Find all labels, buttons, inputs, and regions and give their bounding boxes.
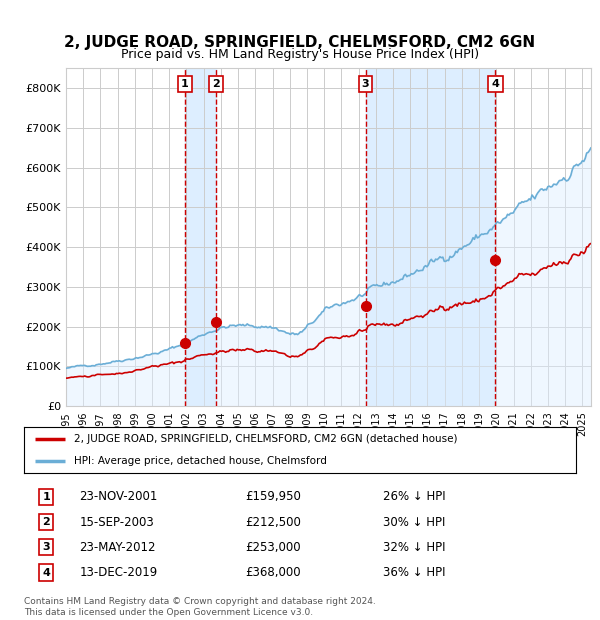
- Text: £368,000: £368,000: [245, 566, 301, 579]
- Text: 3: 3: [42, 542, 50, 552]
- Text: 2: 2: [212, 79, 220, 89]
- Text: 13-DEC-2019: 13-DEC-2019: [79, 566, 157, 579]
- Text: £159,950: £159,950: [245, 490, 301, 503]
- Text: 26% ↓ HPI: 26% ↓ HPI: [383, 490, 445, 503]
- Text: 36% ↓ HPI: 36% ↓ HPI: [383, 566, 445, 579]
- Text: HPI: Average price, detached house, Chelmsford: HPI: Average price, detached house, Chel…: [74, 456, 326, 466]
- Text: 30% ↓ HPI: 30% ↓ HPI: [383, 516, 445, 529]
- Text: 23-MAY-2012: 23-MAY-2012: [79, 541, 156, 554]
- Text: 1: 1: [181, 79, 188, 89]
- Text: 4: 4: [491, 79, 499, 89]
- Text: 2: 2: [42, 517, 50, 527]
- Text: Price paid vs. HM Land Registry's House Price Index (HPI): Price paid vs. HM Land Registry's House …: [121, 48, 479, 61]
- Text: 15-SEP-2003: 15-SEP-2003: [79, 516, 154, 529]
- Text: Contains HM Land Registry data © Crown copyright and database right 2024.
This d: Contains HM Land Registry data © Crown c…: [24, 598, 376, 617]
- Text: 3: 3: [362, 79, 370, 89]
- Text: 1: 1: [42, 492, 50, 502]
- Bar: [365, 68, 496, 406]
- Text: 4: 4: [42, 567, 50, 578]
- Text: £212,500: £212,500: [245, 516, 301, 529]
- Text: £253,000: £253,000: [245, 541, 301, 554]
- Bar: [185, 68, 216, 406]
- Text: 2, JUDGE ROAD, SPRINGFIELD, CHELMSFORD, CM2 6GN (detached house): 2, JUDGE ROAD, SPRINGFIELD, CHELMSFORD, …: [74, 434, 457, 444]
- Text: 2, JUDGE ROAD, SPRINGFIELD, CHELMSFORD, CM2 6GN: 2, JUDGE ROAD, SPRINGFIELD, CHELMSFORD, …: [64, 35, 536, 50]
- Text: 32% ↓ HPI: 32% ↓ HPI: [383, 541, 445, 554]
- Text: 23-NOV-2001: 23-NOV-2001: [79, 490, 158, 503]
